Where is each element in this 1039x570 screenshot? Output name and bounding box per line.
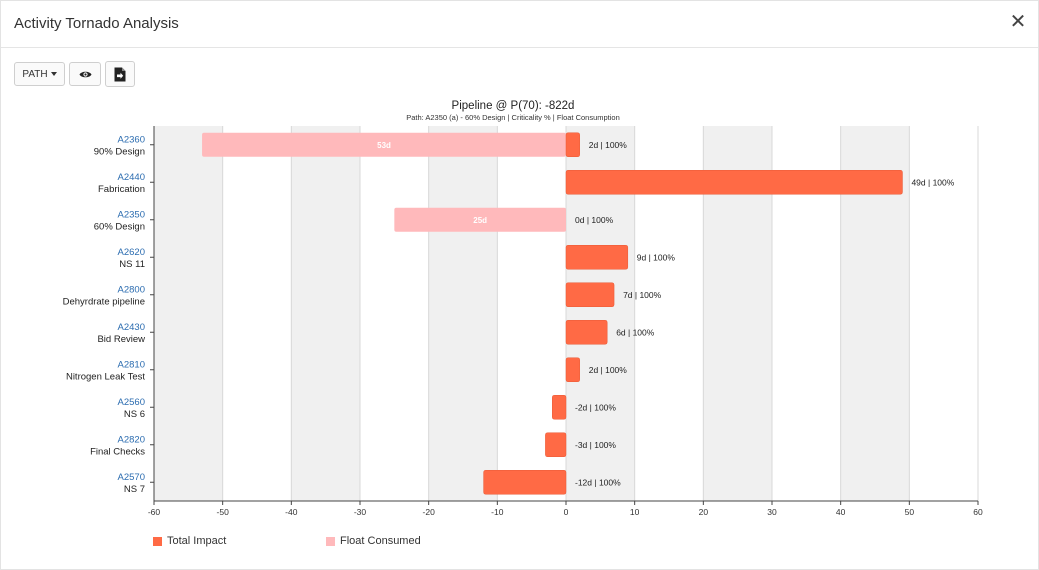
caret-down-icon: [50, 72, 57, 76]
activity-id-label: A2560: [118, 397, 145, 408]
total-impact-swatch: [153, 536, 162, 546]
float-consumed-bar: [394, 207, 566, 232]
total-impact-bar: [565, 282, 615, 307]
grid-band: [154, 126, 223, 501]
x-tick-label: 0: [564, 507, 569, 517]
total-impact-bar: [565, 357, 580, 382]
float-consumed-label: 25d: [473, 216, 487, 225]
total-impact-bar: [483, 470, 567, 495]
float-consumed-label: 53d: [377, 141, 391, 150]
activity-name-label: Nitrogen Leak Test: [66, 371, 145, 382]
activity-name-label: NS 7: [124, 484, 145, 495]
close-icon[interactable]: ✕: [1009, 11, 1027, 33]
export-button[interactable]: [105, 61, 135, 87]
activity-id-label: A2620: [118, 247, 145, 258]
float-consumed-bar: [202, 132, 567, 157]
x-tick-label: -10: [491, 507, 504, 517]
dialog-header: Activity Tornado Analysis ✕: [1, 1, 1038, 48]
x-tick-label: -30: [354, 507, 367, 517]
grid-band: [428, 126, 498, 501]
path-dropdown-button[interactable]: PATH: [14, 62, 65, 86]
activity-id-label: A2430: [118, 322, 145, 333]
x-tick-label: 20: [699, 507, 709, 517]
float-consumed-swatch: [326, 536, 335, 546]
data-label: -3d | 100%: [575, 440, 616, 450]
x-tick-label: 50: [905, 507, 915, 517]
legend-float-consumed[interactable]: Float Consumed: [326, 534, 421, 548]
activity-id-label: A2360: [118, 134, 145, 145]
eye-icon: [79, 71, 91, 77]
data-label: 9d | 100%: [637, 252, 676, 262]
x-tick-label: 40: [836, 507, 846, 517]
x-tick-label: -50: [217, 507, 230, 517]
activity-name-label: NS 6: [124, 409, 145, 420]
dialog-title: Activity Tornado Analysis: [14, 15, 179, 32]
total-impact-bar: [565, 245, 629, 270]
total-impact-bar: [565, 170, 903, 195]
total-impact-bar: [552, 395, 567, 420]
total-impact-bar: [545, 432, 567, 457]
toggle-visibility-button[interactable]: [69, 62, 101, 86]
chart-title: Pipeline @ P(70): -822d: [452, 100, 575, 112]
legend-label: Total Impact: [167, 535, 227, 547]
activity-id-label: A2570: [118, 472, 145, 483]
data-label: -2d | 100%: [575, 402, 616, 412]
activity-id-label: A2800: [118, 284, 145, 295]
path-dropdown-label: PATH: [22, 68, 48, 80]
activity-name-label: Dehyrdrate pipeline: [63, 296, 145, 307]
x-tick-label: 30: [767, 507, 777, 517]
legend-label: Float Consumed: [340, 535, 421, 547]
data-label: 2d | 100%: [589, 365, 628, 375]
legend-total-impact[interactable]: Total Impact: [153, 534, 226, 548]
x-tick-label: -60: [148, 507, 161, 517]
activity-name-label: 90% Design: [94, 146, 145, 157]
x-tick-label: -20: [423, 507, 436, 517]
activity-id-label: A2350: [118, 209, 145, 220]
activity-name-label: Fabrication: [98, 184, 145, 195]
file-export-icon: [114, 67, 126, 81]
activity-id-label: A2810: [118, 359, 145, 370]
data-label: 6d | 100%: [616, 327, 655, 337]
activity-id-label: A2440: [118, 172, 145, 183]
chart-subtitle: Path: A2350 (a) - 60% Design | Criticali…: [406, 113, 620, 122]
data-label: -12d | 100%: [575, 477, 621, 487]
activity-name-label: Final Checks: [90, 446, 145, 457]
data-label: 49d | 100%: [911, 177, 954, 187]
activity-name-label: 60% Design: [94, 221, 145, 232]
activity-name-label: Bid Review: [97, 334, 145, 345]
total-impact-bar: [565, 320, 608, 345]
total-impact-bar: [565, 132, 580, 157]
data-label: 7d | 100%: [623, 290, 662, 300]
data-label: 2d | 100%: [589, 140, 628, 150]
activity-name-label: NS 11: [119, 259, 145, 270]
x-tick-label: 60: [973, 507, 983, 517]
grid-band: [291, 126, 360, 501]
data-label: 0d | 100%: [575, 215, 614, 225]
activity-id-label: A2820: [118, 434, 145, 445]
x-tick-label: -40: [285, 507, 298, 517]
x-tick-label: 10: [630, 507, 640, 517]
